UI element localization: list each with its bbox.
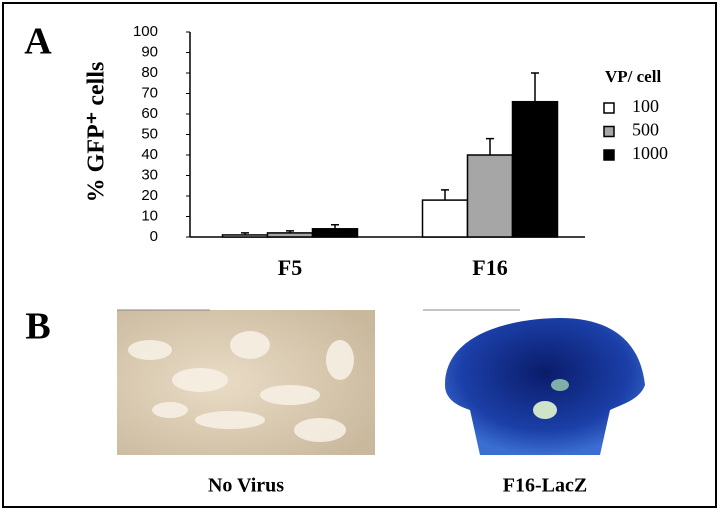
- error-bar: [486, 137, 494, 155]
- legend-swatch: [603, 102, 615, 114]
- x-tick-label: F5: [278, 255, 302, 280]
- bar: [311, 228, 359, 238]
- y-tick-label: 80: [141, 64, 158, 81]
- bar: [511, 100, 559, 238]
- legend-title: VP/ cell: [605, 67, 661, 86]
- bar: [421, 199, 469, 238]
- panel-label: A: [24, 21, 52, 63]
- error-bar: [331, 223, 339, 229]
- y-tick-label: 40: [141, 146, 158, 163]
- y-axis-label: % GFP⁺ cells: [84, 62, 110, 203]
- image-caption: F16-LacZ: [503, 475, 587, 497]
- legend-label: 500: [632, 120, 659, 140]
- y-tick-label: 50: [141, 125, 158, 142]
- image-no-virus: [117, 309, 375, 455]
- y-tick-label: 30: [141, 166, 158, 183]
- panel-label: B: [25, 306, 50, 348]
- legend-label: 100: [632, 96, 659, 116]
- y-tick-label: 60: [141, 105, 158, 122]
- y-tick-label: 20: [141, 187, 158, 204]
- y-tick-label: 10: [141, 207, 158, 224]
- error-bar: [531, 72, 539, 102]
- image-f16-lacz: [423, 309, 667, 455]
- y-tick-label: 0: [150, 228, 158, 245]
- bar: [266, 232, 314, 238]
- image-caption: No Virus: [208, 475, 284, 497]
- y-tick-label: 90: [141, 43, 158, 60]
- error-bar: [286, 230, 294, 233]
- legend-swatch: [603, 125, 615, 138]
- error-bar: [241, 232, 249, 235]
- error-bar: [441, 189, 449, 201]
- figure-border: [2, 2, 717, 508]
- legend-swatch: [603, 149, 615, 161]
- bar: [221, 234, 269, 238]
- legend-label: 1000: [632, 143, 668, 163]
- x-tick-label: F16: [472, 255, 507, 280]
- y-tick-label: 70: [141, 84, 158, 101]
- y-tick-label: 100: [133, 23, 158, 40]
- bar: [466, 154, 514, 238]
